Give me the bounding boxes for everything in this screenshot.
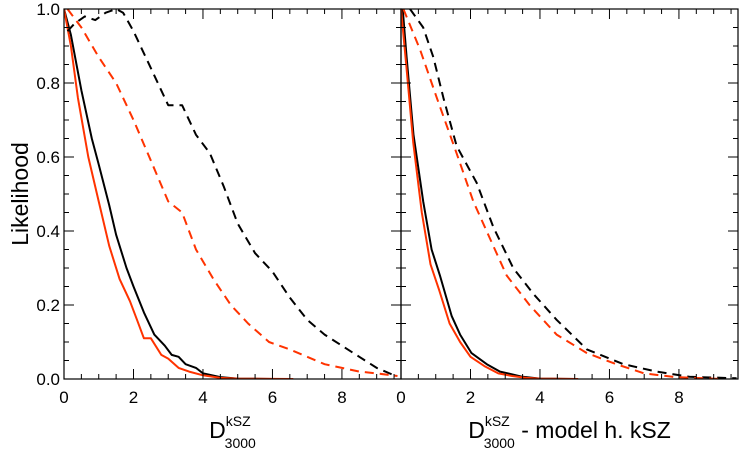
y-tick-label: 0.0: [36, 370, 60, 389]
series-line-solid-red: [64, 8, 294, 379]
x-label-subscript: 3000: [484, 435, 515, 450]
x-axis-label: DkSZ 3000: [209, 413, 256, 450]
x-tick-label: 2: [129, 388, 138, 407]
x-tick-label: 6: [268, 388, 277, 407]
x-tick-label: 0: [59, 388, 68, 407]
x-label-superscript: kSZ: [485, 413, 510, 429]
x-tick-label: 4: [535, 388, 544, 407]
series-line-solid-black: [64, 8, 273, 379]
x-axis-label: DkSZ 3000 - model h. kSZ: [468, 413, 671, 450]
y-axis-label: Likelihood: [7, 142, 33, 246]
x-tick-label: 8: [674, 388, 683, 407]
series-line-dashed-black: [409, 8, 737, 379]
y-tick-label: 0.8: [36, 74, 60, 93]
series-line-dashed-red: [402, 8, 721, 379]
panel-1: 0 2 4 6 8 0.0 0.2 0.4 0.6 0.8 1.0 Likelihood DkSZ 300…: [7, 0, 402, 451]
plot-frame: [63, 8, 402, 380]
y-tick-label: 1.0: [36, 0, 60, 19]
x-tick-label: 6: [605, 388, 614, 407]
series-line-dashed-black: [66, 8, 395, 377]
y-tick-label: 0.4: [36, 222, 60, 241]
x-tick-label: 8: [337, 388, 346, 407]
x-tick-label: 4: [198, 388, 207, 407]
x-tick-label: 0: [396, 388, 405, 407]
x-label-superscript: kSZ: [226, 413, 251, 429]
x-tick-label: 2: [466, 388, 475, 407]
x-label-suffix: - model h. kSZ: [515, 417, 671, 443]
series-line-solid-black: [401, 8, 575, 379]
plot-frame: [400, 8, 739, 380]
x-label-subscript: 3000: [225, 435, 256, 450]
x-label-main: D: [209, 417, 226, 443]
y-tick-label: 0.2: [36, 296, 60, 315]
panel-2: 0 2 4 6 8 DkSZ 3000 - model h. kSZ: [396, 8, 739, 451]
y-tick-label: 0.6: [36, 148, 60, 167]
x-label-main: D: [468, 417, 485, 443]
series-line-solid-red: [401, 8, 579, 379]
series-line-dashed-red: [66, 8, 398, 377]
